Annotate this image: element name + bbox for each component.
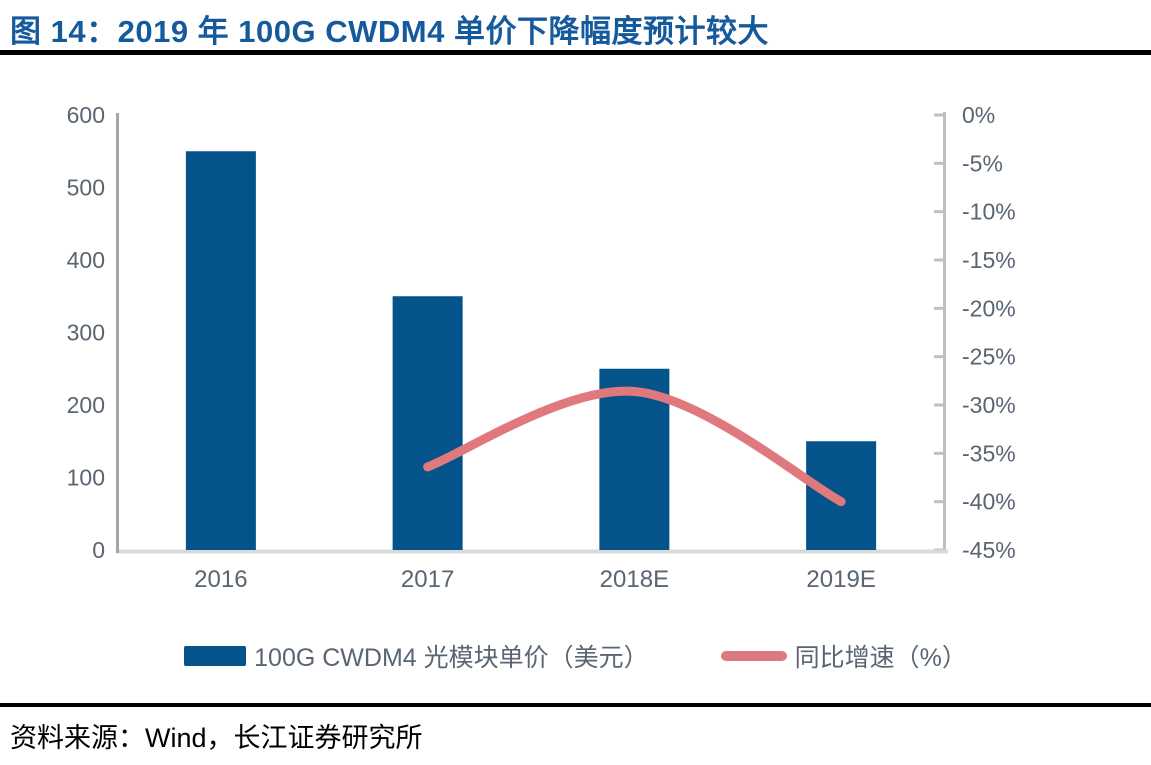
line-series-swatch <box>720 651 787 661</box>
footer-divider-rule <box>0 703 1151 707</box>
x-axis-label-2016: 2016 <box>194 566 247 593</box>
x-axis-label-2019E: 2019E <box>806 566 875 593</box>
left-axis-tick-label: 300 <box>67 320 105 346</box>
right-axis-tick-label: -20% <box>962 295 1016 321</box>
bar-2017 <box>392 296 463 550</box>
bar-2016 <box>185 151 256 550</box>
right-axis-tick-label: -25% <box>962 344 1016 370</box>
bar-series-label: 100G CWDM4 光模块单价（美元） <box>254 644 649 672</box>
left-axis-tick-label: 0 <box>92 537 105 563</box>
x-axis-label-2018E: 2018E <box>600 566 669 593</box>
combo-chart: 600 500 400 300 200 100 0 0% -5% -10% -15% -20% -25%… <box>67 102 1016 593</box>
left-axis-tick-label: 200 <box>67 392 105 418</box>
right-axis-tick-label: -35% <box>962 440 1016 466</box>
source-text: 资料来源：Wind，长江证券研究所 <box>10 723 423 753</box>
x-axis-label-2017: 2017 <box>401 566 454 593</box>
title-divider-rule <box>0 50 1151 55</box>
right-axis-tick-label: -45% <box>962 537 1016 563</box>
legend: 100G CWDM4 光模块单价（美元） 同比增速（%） <box>0 638 1151 674</box>
legend-item-line-series: 同比增速（%） <box>720 638 967 674</box>
right-axis-tick-label: -5% <box>962 150 1003 176</box>
bar-2019E <box>806 441 877 550</box>
figure-title: 图 14：2019 年 100G CWDM4 单价下降幅度预计较大 <box>10 14 769 49</box>
yoy-growth-line <box>423 386 846 507</box>
right-axis-tick-label: -40% <box>962 489 1016 515</box>
left-axis-tick-label: 500 <box>67 175 105 201</box>
bar-series-swatch <box>184 646 247 666</box>
line-series-label: 同比增速（%） <box>794 644 967 672</box>
left-axis-tick-label: 400 <box>67 247 105 273</box>
right-axis-tick-label: -15% <box>962 247 1016 273</box>
right-axis-tick-label: 0% <box>962 102 995 128</box>
right-axis-tick-label: -30% <box>962 392 1016 418</box>
left-axis-tick-label: 600 <box>67 102 105 128</box>
left-axis-tick-label: 100 <box>67 465 105 491</box>
right-axis-tick-label: -10% <box>962 199 1016 225</box>
legend-item-bar-series: 100G CWDM4 光模块单价（美元） <box>184 638 649 674</box>
